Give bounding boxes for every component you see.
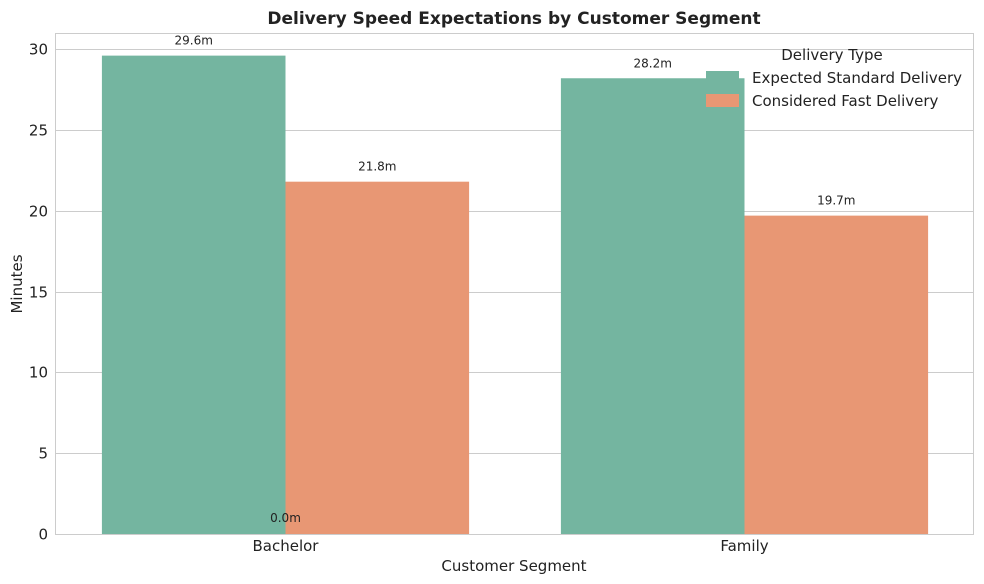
bars	[101, 55, 929, 535]
y-tick-label: 5	[38, 445, 48, 463]
data-label: 21.8m	[358, 160, 396, 174]
bar-bachelor-standard	[101, 55, 286, 535]
data-label: 28.2m	[633, 56, 671, 70]
bar-bachelor-fast	[285, 181, 470, 534]
y-tick-label: 20	[29, 203, 48, 221]
y-axis-label: Minutes	[8, 254, 26, 313]
chart-title: Delivery Speed Expectations by Customer …	[267, 9, 760, 29]
legend-title: Delivery Type	[781, 46, 882, 64]
x-axis-ticks: Bachelor Family	[253, 537, 769, 555]
zero-data-label: 0.0m	[270, 511, 301, 525]
y-tick-label: 10	[29, 364, 48, 382]
y-tick-label: 0	[38, 526, 48, 544]
y-axis-ticks: 0 5 10 15 20 25 30	[29, 41, 48, 544]
x-tick-label: Bachelor	[253, 537, 320, 555]
x-axis-label: Customer Segment	[441, 557, 586, 575]
data-labels: 29.6m 21.8m 28.2m 19.7m 0.0m	[174, 34, 855, 525]
legend-entry: Considered Fast Delivery	[752, 92, 939, 110]
y-tick-label: 15	[29, 284, 48, 302]
legend-swatch	[706, 94, 739, 107]
legend-swatch	[706, 71, 739, 84]
y-tick-label: 25	[29, 122, 48, 140]
plot-frame	[55, 33, 974, 535]
data-label: 19.7m	[817, 194, 855, 208]
bar-family-standard	[560, 78, 745, 534]
legend-entry: Expected Standard Delivery	[752, 69, 962, 87]
y-tick-label: 30	[29, 41, 48, 59]
x-tick-label: Family	[720, 537, 768, 555]
data-label: 29.6m	[174, 34, 212, 48]
bar-family-fast	[744, 215, 929, 535]
legend: Delivery Type Expected Standard Delivery…	[706, 46, 962, 110]
